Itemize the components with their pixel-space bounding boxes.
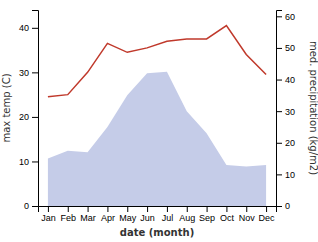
tick-label: 40 bbox=[285, 75, 295, 85]
tick: Dec bbox=[259, 206, 276, 223]
tick-label: Oct bbox=[220, 213, 235, 223]
tick: 0 bbox=[276, 201, 290, 211]
tick-mark bbox=[32, 161, 38, 162]
tick-mark bbox=[147, 206, 148, 212]
tick-mark bbox=[32, 117, 38, 118]
tick-mark bbox=[226, 206, 227, 212]
chart: Jan Feb Mar Apr MayJun Jul Aug Sep Oct NovDec 0 10 2… bbox=[0, 0, 318, 242]
marks bbox=[48, 26, 266, 206]
x-axis-title: date (month) bbox=[120, 227, 194, 238]
tick-mark bbox=[167, 206, 168, 212]
tick-mark bbox=[276, 174, 282, 175]
tick-label: Sep bbox=[199, 213, 215, 223]
tick-label: Jul bbox=[162, 213, 174, 223]
tick: Oct bbox=[220, 206, 235, 223]
tick-mark bbox=[276, 48, 282, 49]
tick-label: 50 bbox=[285, 43, 295, 53]
tick-mark bbox=[127, 206, 128, 212]
y-axis: 0 10 20 30 40 bbox=[19, 11, 39, 212]
tick: 50 bbox=[276, 43, 295, 53]
tick: Aug bbox=[179, 206, 195, 223]
tick-mark bbox=[32, 28, 38, 29]
plot: Jan Feb Mar Apr MayJun Jul Aug Sep Oct NovDec 0 10 2… bbox=[19, 11, 295, 224]
tick-mark bbox=[207, 206, 208, 212]
tick-label: 0 bbox=[24, 201, 29, 211]
tick-mark bbox=[88, 206, 89, 212]
tick: Apr bbox=[101, 206, 115, 223]
tick-label: 20 bbox=[19, 112, 29, 122]
tick-label: Apr bbox=[101, 213, 115, 223]
tick: Jan bbox=[41, 206, 56, 223]
x-axis: Jan Feb Mar Apr MayJun Jul Aug Sep Oct NovDec bbox=[39, 206, 277, 223]
tick: Sep bbox=[199, 206, 215, 223]
axis-line bbox=[39, 207, 277, 213]
tick: 30 bbox=[276, 107, 295, 117]
tick-mark bbox=[276, 143, 282, 144]
tick-label: May bbox=[119, 213, 137, 223]
tick-mark bbox=[107, 206, 108, 212]
tick: Jun bbox=[140, 206, 155, 223]
tick: 10 bbox=[19, 157, 38, 167]
tick-mark bbox=[32, 206, 38, 207]
y-axis-title: max temp (C) bbox=[1, 73, 12, 142]
tick-label: Dec bbox=[259, 213, 276, 223]
y2-axis-title: med. precipitation (kg/m2) bbox=[308, 41, 318, 175]
tick-label: 30 bbox=[19, 68, 29, 78]
tick-label: Nov bbox=[239, 213, 256, 223]
tick-mark bbox=[32, 72, 38, 73]
tick-mark bbox=[276, 80, 282, 81]
tick: 20 bbox=[19, 112, 38, 122]
tick-mark bbox=[187, 206, 188, 212]
axis-line bbox=[277, 11, 283, 207]
tick-label: 10 bbox=[285, 170, 295, 180]
tick-label: 40 bbox=[19, 23, 29, 33]
tick-mark bbox=[276, 16, 282, 17]
tick-label: 60 bbox=[285, 12, 295, 22]
y2-axis: 0 10 20 30 40 50 60 bbox=[276, 11, 295, 212]
tick: 40 bbox=[19, 23, 38, 33]
tick: Jul bbox=[162, 206, 174, 223]
tick-mark bbox=[276, 206, 282, 207]
tick: 20 bbox=[276, 138, 295, 148]
tick: Nov bbox=[239, 206, 256, 223]
tick-label: Aug bbox=[179, 213, 195, 223]
tick: 60 bbox=[276, 12, 295, 22]
tick-label: Mar bbox=[80, 213, 96, 223]
tick-label: 30 bbox=[285, 107, 295, 117]
axis-line bbox=[32, 11, 39, 207]
tick: Feb bbox=[60, 206, 76, 223]
tick: 40 bbox=[276, 75, 295, 85]
tick-label: Jan bbox=[41, 213, 56, 223]
tick: May bbox=[119, 206, 137, 223]
tick-mark bbox=[48, 206, 49, 212]
tick-mark bbox=[276, 111, 282, 112]
temp-line bbox=[48, 26, 266, 97]
tick: 0 bbox=[24, 201, 38, 211]
tick-mark bbox=[68, 206, 69, 212]
tick-mark bbox=[266, 206, 267, 212]
tick-label: Feb bbox=[60, 213, 76, 223]
precip-area bbox=[48, 72, 266, 206]
tick-mark bbox=[246, 206, 247, 212]
tick: 10 bbox=[276, 170, 295, 180]
tick-label: 10 bbox=[19, 157, 29, 167]
tick-label: Jun bbox=[140, 213, 155, 223]
tick: 30 bbox=[19, 68, 38, 78]
tick: Mar bbox=[80, 206, 96, 223]
tick-label: 20 bbox=[285, 138, 295, 148]
tick-label: 0 bbox=[285, 201, 290, 211]
